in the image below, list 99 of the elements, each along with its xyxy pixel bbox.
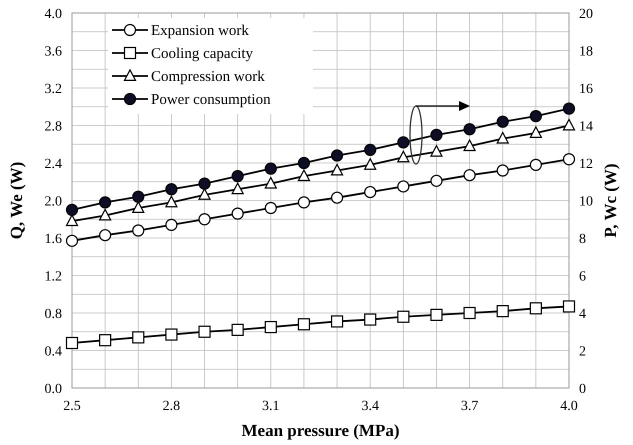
legend-label: Power consumption	[151, 92, 272, 108]
point	[66, 336, 78, 350]
y2-tick-label: 8	[579, 232, 586, 247]
point	[397, 150, 410, 162]
point	[464, 169, 476, 182]
y2-axis-title: P, Wc (W)	[601, 163, 620, 238]
point	[132, 201, 144, 213]
x-tick-label: 4.0	[560, 399, 578, 414]
point	[198, 326, 211, 338]
y2-tick-label: 18	[579, 44, 593, 60]
point	[464, 306, 476, 320]
point	[496, 164, 509, 177]
point	[264, 176, 277, 189]
point	[232, 182, 244, 194]
point	[99, 208, 112, 220]
legend-label: Cooling capacity	[151, 46, 254, 62]
legend-label: Expansion work	[151, 23, 250, 39]
y-tick-label: 2.0	[44, 194, 62, 210]
y-tick-label: 1.6	[44, 232, 62, 247]
y-tick-label: 1.2	[44, 270, 62, 284]
x-axis-title: Mean pressure (MPa)	[241, 421, 400, 440]
point	[66, 234, 78, 247]
point	[232, 170, 244, 182]
point	[198, 213, 211, 226]
y-tick-label: 0.4	[44, 344, 62, 360]
point	[430, 308, 443, 321]
y2-tick-label: 12	[579, 157, 593, 172]
point	[198, 188, 211, 200]
legend-label: Compression work	[151, 69, 266, 85]
point	[298, 156, 310, 170]
point	[330, 149, 344, 162]
y2-tick-label: 2	[579, 344, 586, 360]
point	[99, 196, 112, 208]
point	[66, 204, 78, 216]
point	[530, 110, 542, 122]
point	[165, 218, 178, 231]
y-tick-label: 4.0	[44, 7, 62, 22]
point	[364, 158, 376, 170]
x-tick-label: 2.5	[63, 399, 81, 414]
point	[430, 145, 443, 157]
point	[232, 324, 244, 336]
y2-tick-label: 0	[579, 382, 586, 397]
point	[264, 162, 277, 175]
point	[430, 128, 443, 141]
point	[132, 331, 144, 344]
point	[99, 229, 112, 242]
point	[397, 310, 410, 323]
point	[330, 164, 344, 176]
y-tick-label: 0.8	[44, 307, 62, 322]
point	[464, 139, 476, 152]
y-tick-label: 2.4	[44, 157, 62, 172]
point	[562, 118, 576, 130]
point	[397, 180, 410, 193]
point	[496, 305, 509, 318]
point	[264, 320, 277, 334]
x-tick-label: 3.1	[262, 399, 280, 414]
point	[530, 126, 542, 138]
point	[198, 178, 211, 190]
x-tick-label: 2.8	[162, 399, 180, 414]
point	[530, 158, 542, 171]
point	[298, 196, 310, 208]
y2-tick-label: 14	[579, 120, 593, 134]
point	[464, 123, 476, 136]
point	[397, 136, 410, 148]
point	[496, 116, 509, 128]
point	[562, 300, 576, 313]
point	[232, 208, 244, 220]
y-tick-label: 0.0	[44, 382, 62, 397]
y-tick-label: 3.6	[44, 44, 62, 60]
point	[562, 153, 576, 166]
point	[298, 169, 310, 182]
y2-tick-label: 10	[579, 194, 593, 210]
point	[562, 102, 576, 115]
point	[66, 214, 78, 226]
point	[165, 328, 178, 341]
point	[364, 313, 376, 326]
x-tick-label: 3.4	[361, 399, 379, 414]
point	[364, 144, 376, 156]
point	[132, 190, 144, 203]
point	[330, 315, 344, 328]
y2-tick-label: 20	[579, 7, 593, 22]
y-tick-label: 2.8	[44, 120, 62, 134]
y2-tick-label: 16	[579, 82, 593, 97]
point	[364, 186, 376, 198]
point	[165, 183, 178, 196]
y-tick-label: 3.2	[44, 82, 62, 97]
point	[264, 202, 277, 214]
point	[298, 318, 310, 330]
y2-tick-label: 6	[579, 270, 586, 284]
point	[165, 196, 178, 208]
point	[496, 132, 509, 144]
point	[330, 192, 344, 204]
y-axis-title: Q, We (W)	[7, 162, 26, 240]
point	[430, 174, 443, 187]
point	[132, 224, 144, 237]
y2-tick-label: 4	[579, 307, 586, 322]
point	[530, 302, 542, 314]
x-tick-label: 3.7	[460, 399, 478, 414]
point	[99, 334, 112, 346]
